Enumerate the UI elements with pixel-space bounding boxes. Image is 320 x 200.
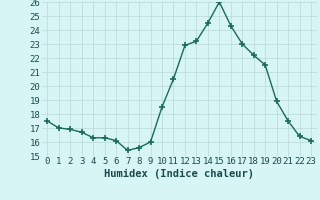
X-axis label: Humidex (Indice chaleur): Humidex (Indice chaleur): [104, 169, 254, 179]
